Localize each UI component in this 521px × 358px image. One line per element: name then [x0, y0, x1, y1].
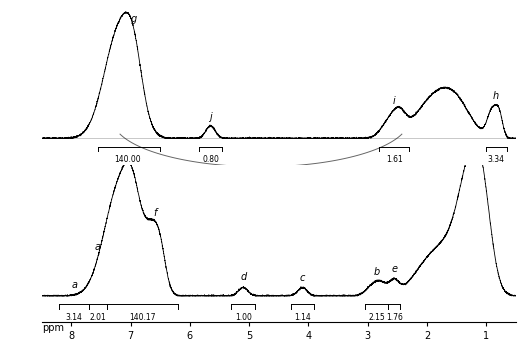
Text: 2.01: 2.01: [90, 313, 106, 322]
Text: h: h: [492, 91, 499, 101]
Text: Linear PS structure (l-PS, 6): Linear PS structure (l-PS, 6): [231, 193, 327, 199]
Text: d: d: [240, 272, 246, 282]
Text: a: a: [95, 242, 101, 252]
Text: 3.34: 3.34: [487, 155, 504, 164]
Text: Cyclic PS structure (c-PS, 7a): Cyclic PS structure (c-PS, 7a): [228, 35, 329, 42]
Text: 1.14: 1.14: [294, 313, 311, 322]
Text: b: b: [374, 266, 380, 276]
Text: j: j: [209, 112, 212, 122]
Text: 140.00: 140.00: [114, 155, 141, 164]
Text: e: e: [391, 264, 398, 274]
Text: 1.76: 1.76: [386, 313, 403, 322]
Text: 140.17: 140.17: [129, 313, 156, 322]
Text: a: a: [71, 280, 77, 290]
Text: ppm: ppm: [42, 323, 64, 333]
Text: f: f: [154, 208, 157, 218]
Text: g: g: [130, 14, 137, 24]
Text: 3.14: 3.14: [66, 313, 83, 322]
Text: i: i: [393, 96, 395, 106]
Text: 1.00: 1.00: [235, 313, 252, 322]
Text: 2.15: 2.15: [368, 313, 385, 322]
Text: 0.80: 0.80: [202, 155, 219, 164]
Text: c: c: [300, 273, 305, 283]
Text: 1.61: 1.61: [386, 155, 403, 164]
